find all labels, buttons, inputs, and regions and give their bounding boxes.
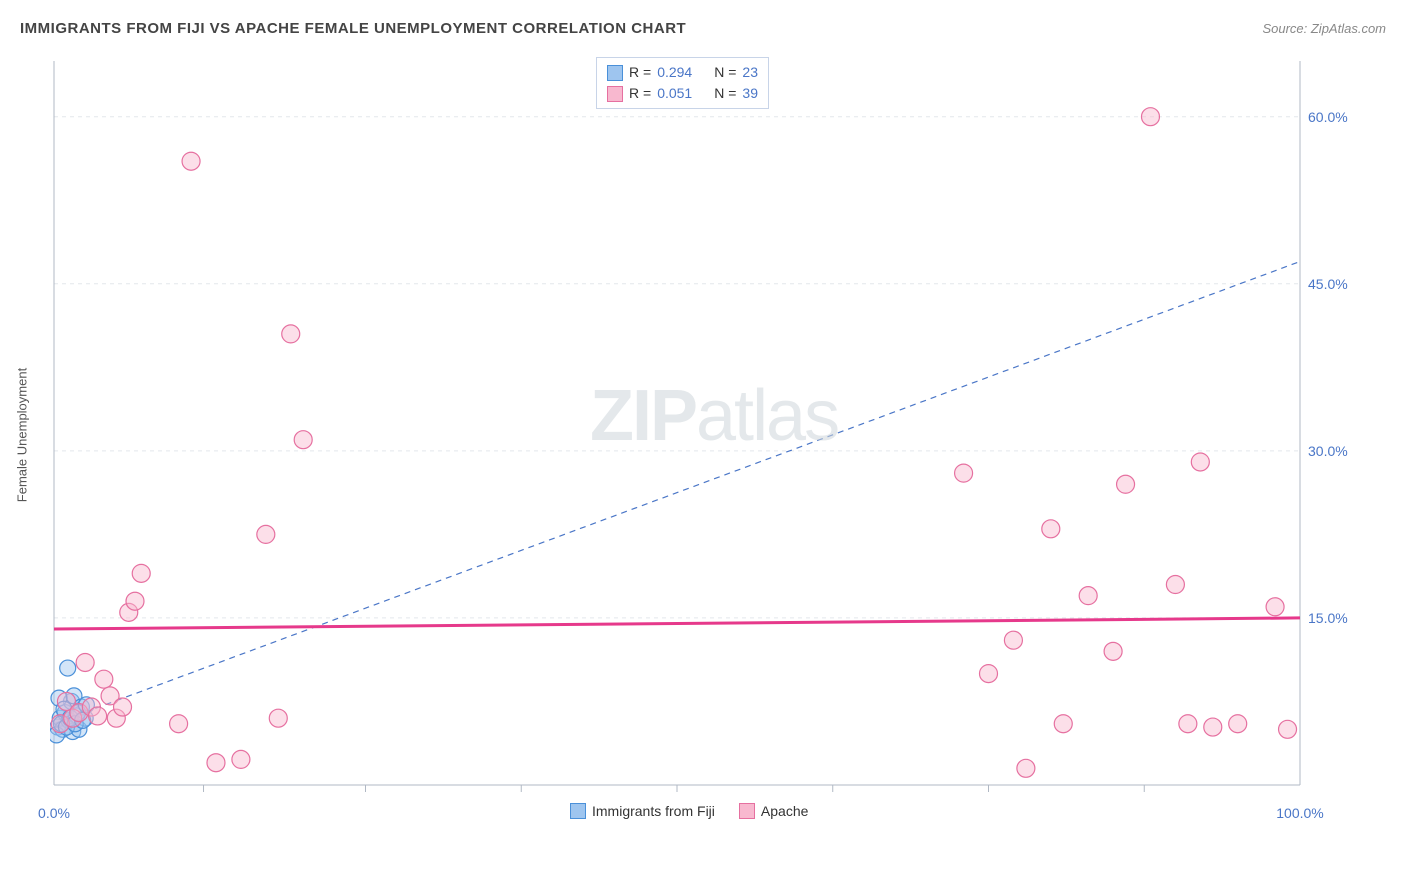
legend-label: Immigrants from Fiji	[592, 803, 715, 819]
data-point	[132, 564, 150, 582]
data-point	[89, 707, 107, 725]
data-point	[1079, 587, 1097, 605]
chart-area: Female Unemployment ZIPatlas R =0.294N =…	[50, 55, 1350, 815]
n-value: 39	[742, 83, 758, 104]
data-point	[1266, 598, 1284, 616]
legend-label: Apache	[761, 803, 808, 819]
data-point	[294, 431, 312, 449]
x-tick-label: 0.0%	[38, 805, 70, 821]
n-label: N =	[714, 62, 736, 83]
r-label: R =	[629, 62, 651, 83]
data-point	[282, 325, 300, 343]
data-point	[1117, 475, 1135, 493]
data-point	[95, 670, 113, 688]
r-value: 0.051	[657, 83, 692, 104]
source-attribution: Source: ZipAtlas.com	[1262, 21, 1386, 36]
r-value: 0.294	[657, 62, 692, 83]
legend-row: R = 0.051 N = 39	[607, 83, 758, 104]
legend-swatch	[570, 803, 586, 819]
n-value: 23	[742, 62, 758, 83]
data-point	[1054, 715, 1072, 733]
header-bar: IMMIGRANTS FROM FIJI VS APACHE FEMALE UN…	[20, 20, 1386, 37]
data-point	[980, 665, 998, 683]
data-point	[1017, 759, 1035, 777]
trend-line	[54, 618, 1300, 629]
legend-item: Immigrants from Fiji	[570, 803, 715, 819]
data-point	[257, 525, 275, 543]
data-point	[1204, 718, 1222, 736]
data-point	[182, 152, 200, 170]
x-tick-label: 100.0%	[1276, 805, 1323, 821]
data-point	[955, 464, 973, 482]
data-point	[1104, 642, 1122, 660]
chart-title: IMMIGRANTS FROM FIJI VS APACHE FEMALE UN…	[20, 20, 686, 37]
data-point	[1179, 715, 1197, 733]
y-tick-label: 45.0%	[1308, 276, 1348, 292]
n-label: N =	[714, 83, 736, 104]
y-axis-label: Female Unemployment	[15, 368, 30, 502]
scatter-plot	[50, 55, 1350, 815]
data-point	[1042, 520, 1060, 538]
legend-row: R = 0.294 N = 23	[607, 62, 758, 83]
data-point	[232, 750, 250, 768]
data-point	[1166, 576, 1184, 594]
data-point	[207, 754, 225, 772]
correlation-legend: R = 0.294 N = 23 R = 0.051 N = 39	[596, 57, 769, 109]
legend-swatch	[607, 86, 623, 102]
data-point	[76, 653, 94, 671]
y-tick-label: 15.0%	[1308, 610, 1348, 626]
legend-swatch	[607, 65, 623, 81]
data-point	[1004, 631, 1022, 649]
legend-swatch	[739, 803, 755, 819]
r-label: R =	[629, 83, 651, 104]
y-tick-label: 30.0%	[1308, 443, 1348, 459]
legend-item: Apache	[739, 803, 808, 819]
y-tick-label: 60.0%	[1308, 109, 1348, 125]
data-point	[126, 592, 144, 610]
data-point	[114, 698, 132, 716]
series-legend: Immigrants from Fiji Apache	[570, 803, 808, 819]
data-point	[170, 715, 188, 733]
data-point	[1279, 720, 1297, 738]
data-point	[1229, 715, 1247, 733]
data-point	[1191, 453, 1209, 471]
data-point	[269, 709, 287, 727]
data-point	[1141, 108, 1159, 126]
data-point	[60, 660, 76, 676]
